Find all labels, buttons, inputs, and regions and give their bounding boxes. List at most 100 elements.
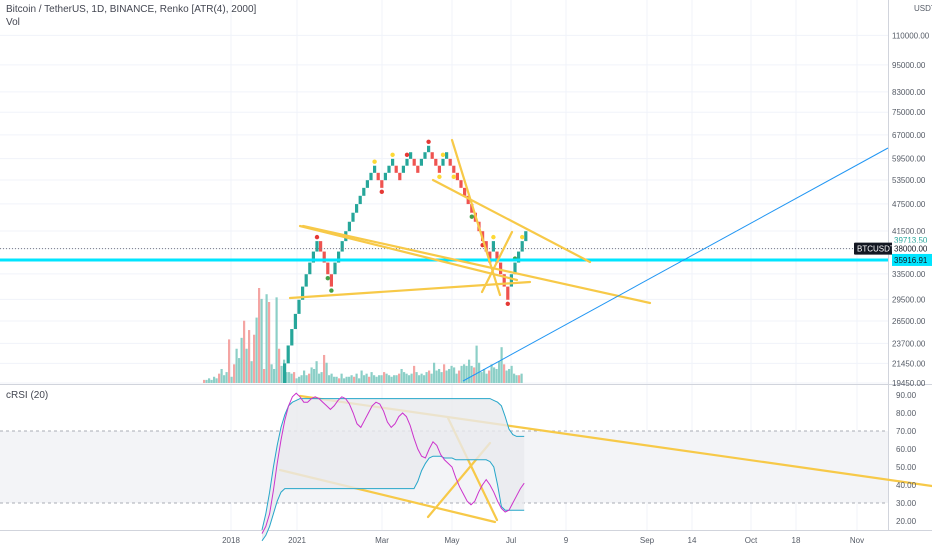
volume-bar [510, 365, 513, 383]
signal-dot [491, 234, 496, 240]
volume-bar [453, 367, 456, 383]
renko-brick [398, 172, 402, 181]
volume-bar [303, 370, 306, 383]
volume-bar [463, 364, 466, 383]
price-tick-label: 95000.00 [892, 61, 926, 70]
volume-legend: Vol [6, 17, 20, 28]
volume-bar [490, 364, 493, 383]
volume-bar [400, 368, 403, 383]
renko-brick [419, 158, 423, 166]
volume-bar [335, 376, 338, 383]
price-levels [0, 248, 888, 262]
renko-brick [322, 251, 326, 263]
volume-bar [205, 379, 208, 383]
crsi-lower-band [261, 455, 525, 542]
volume-bars [203, 288, 523, 383]
volume-bar [503, 364, 506, 383]
trendline [431, 178, 592, 264]
renko-brick [301, 286, 305, 300]
volume-bar [465, 365, 468, 383]
renko-brick [387, 165, 391, 173]
price-tick-label: 19450.00 [892, 379, 926, 388]
volume-bar [220, 368, 223, 383]
volume-bar [448, 368, 451, 383]
x-tick-label: 2021 [288, 536, 306, 545]
renko-brick [326, 262, 330, 275]
renko-brick [423, 152, 427, 159]
renko-brick [405, 158, 409, 166]
volume-bar [248, 330, 251, 383]
currency-label: USDT [914, 4, 932, 13]
volume-bar [238, 358, 241, 383]
renko-brick [412, 158, 416, 166]
renko-brick [506, 286, 510, 300]
volume-bar [210, 379, 213, 383]
volume-bar [403, 372, 406, 383]
volume-bar [430, 373, 433, 383]
volume-bar [263, 368, 266, 383]
volume-bar [433, 362, 436, 383]
renko-brick [351, 212, 355, 222]
volume-bar [228, 339, 231, 383]
volume-bar [370, 372, 373, 383]
volume-bar [218, 373, 221, 383]
volume-bar [260, 298, 263, 383]
volume-bar [470, 365, 473, 383]
crsi-upper-band [261, 398, 525, 531]
renko-brick [340, 241, 344, 252]
renko-brick [337, 251, 341, 263]
signal-dot [404, 152, 410, 158]
renko-brick [286, 345, 290, 364]
crsi-tick-label: 90.00 [896, 391, 917, 400]
renko-brick [434, 158, 438, 166]
volume-bar [418, 375, 421, 383]
renko-brick [499, 262, 503, 275]
volume-bar [353, 376, 356, 383]
x-tick-label: Mar [375, 536, 389, 545]
volume-bar [313, 368, 316, 383]
volume-bar [338, 378, 341, 383]
x-tick-label: May [444, 536, 459, 545]
renko-brick [502, 274, 506, 287]
volume-bar [388, 375, 391, 383]
x-tick-label: 9 [564, 536, 569, 545]
volume-bar [408, 375, 411, 383]
crsi-tick-label: 50.00 [896, 463, 917, 472]
crsi-tick-label: 30.00 [896, 499, 917, 508]
volume-bar [488, 370, 491, 383]
renko-brick [365, 180, 369, 188]
renko-brick [470, 204, 474, 213]
volume-bar [455, 373, 458, 383]
signal-dot [505, 301, 510, 306]
price-tick-label: 59500.00 [892, 155, 926, 164]
price-tick-label: 33500.00 [892, 270, 926, 279]
renko-brick [329, 274, 333, 287]
price-tick-label: 83000.00 [892, 88, 926, 97]
volume-bar [425, 372, 428, 383]
support-tag-bg [892, 253, 932, 266]
volume-bar [240, 337, 243, 383]
volume-bar [398, 373, 401, 383]
volume-bar [245, 348, 248, 383]
crsi-legend: cRSI (20) [6, 390, 49, 401]
volume-bar [405, 373, 408, 383]
x-tick-label: 2018 [222, 536, 240, 545]
volume-bar [343, 378, 346, 383]
crsi-tick-label: 80.00 [896, 409, 917, 418]
crsi-tick-label: 20.00 [896, 517, 917, 526]
signal-dot [325, 276, 330, 281]
renko-brick [373, 165, 377, 173]
x-tick-label: Sep [640, 536, 655, 545]
volume-bar [215, 378, 218, 383]
crsi-band-fill [262, 398, 525, 541]
volume-bar [368, 376, 371, 383]
renko-brick [319, 241, 323, 252]
volume-bar [255, 317, 258, 383]
volume-bar [493, 367, 496, 383]
crsi-tick-label: 40.00 [896, 481, 917, 490]
signal-dot [372, 159, 377, 164]
volume-bar [508, 368, 511, 383]
volume-bar [265, 294, 268, 383]
renko-brick [290, 329, 294, 346]
